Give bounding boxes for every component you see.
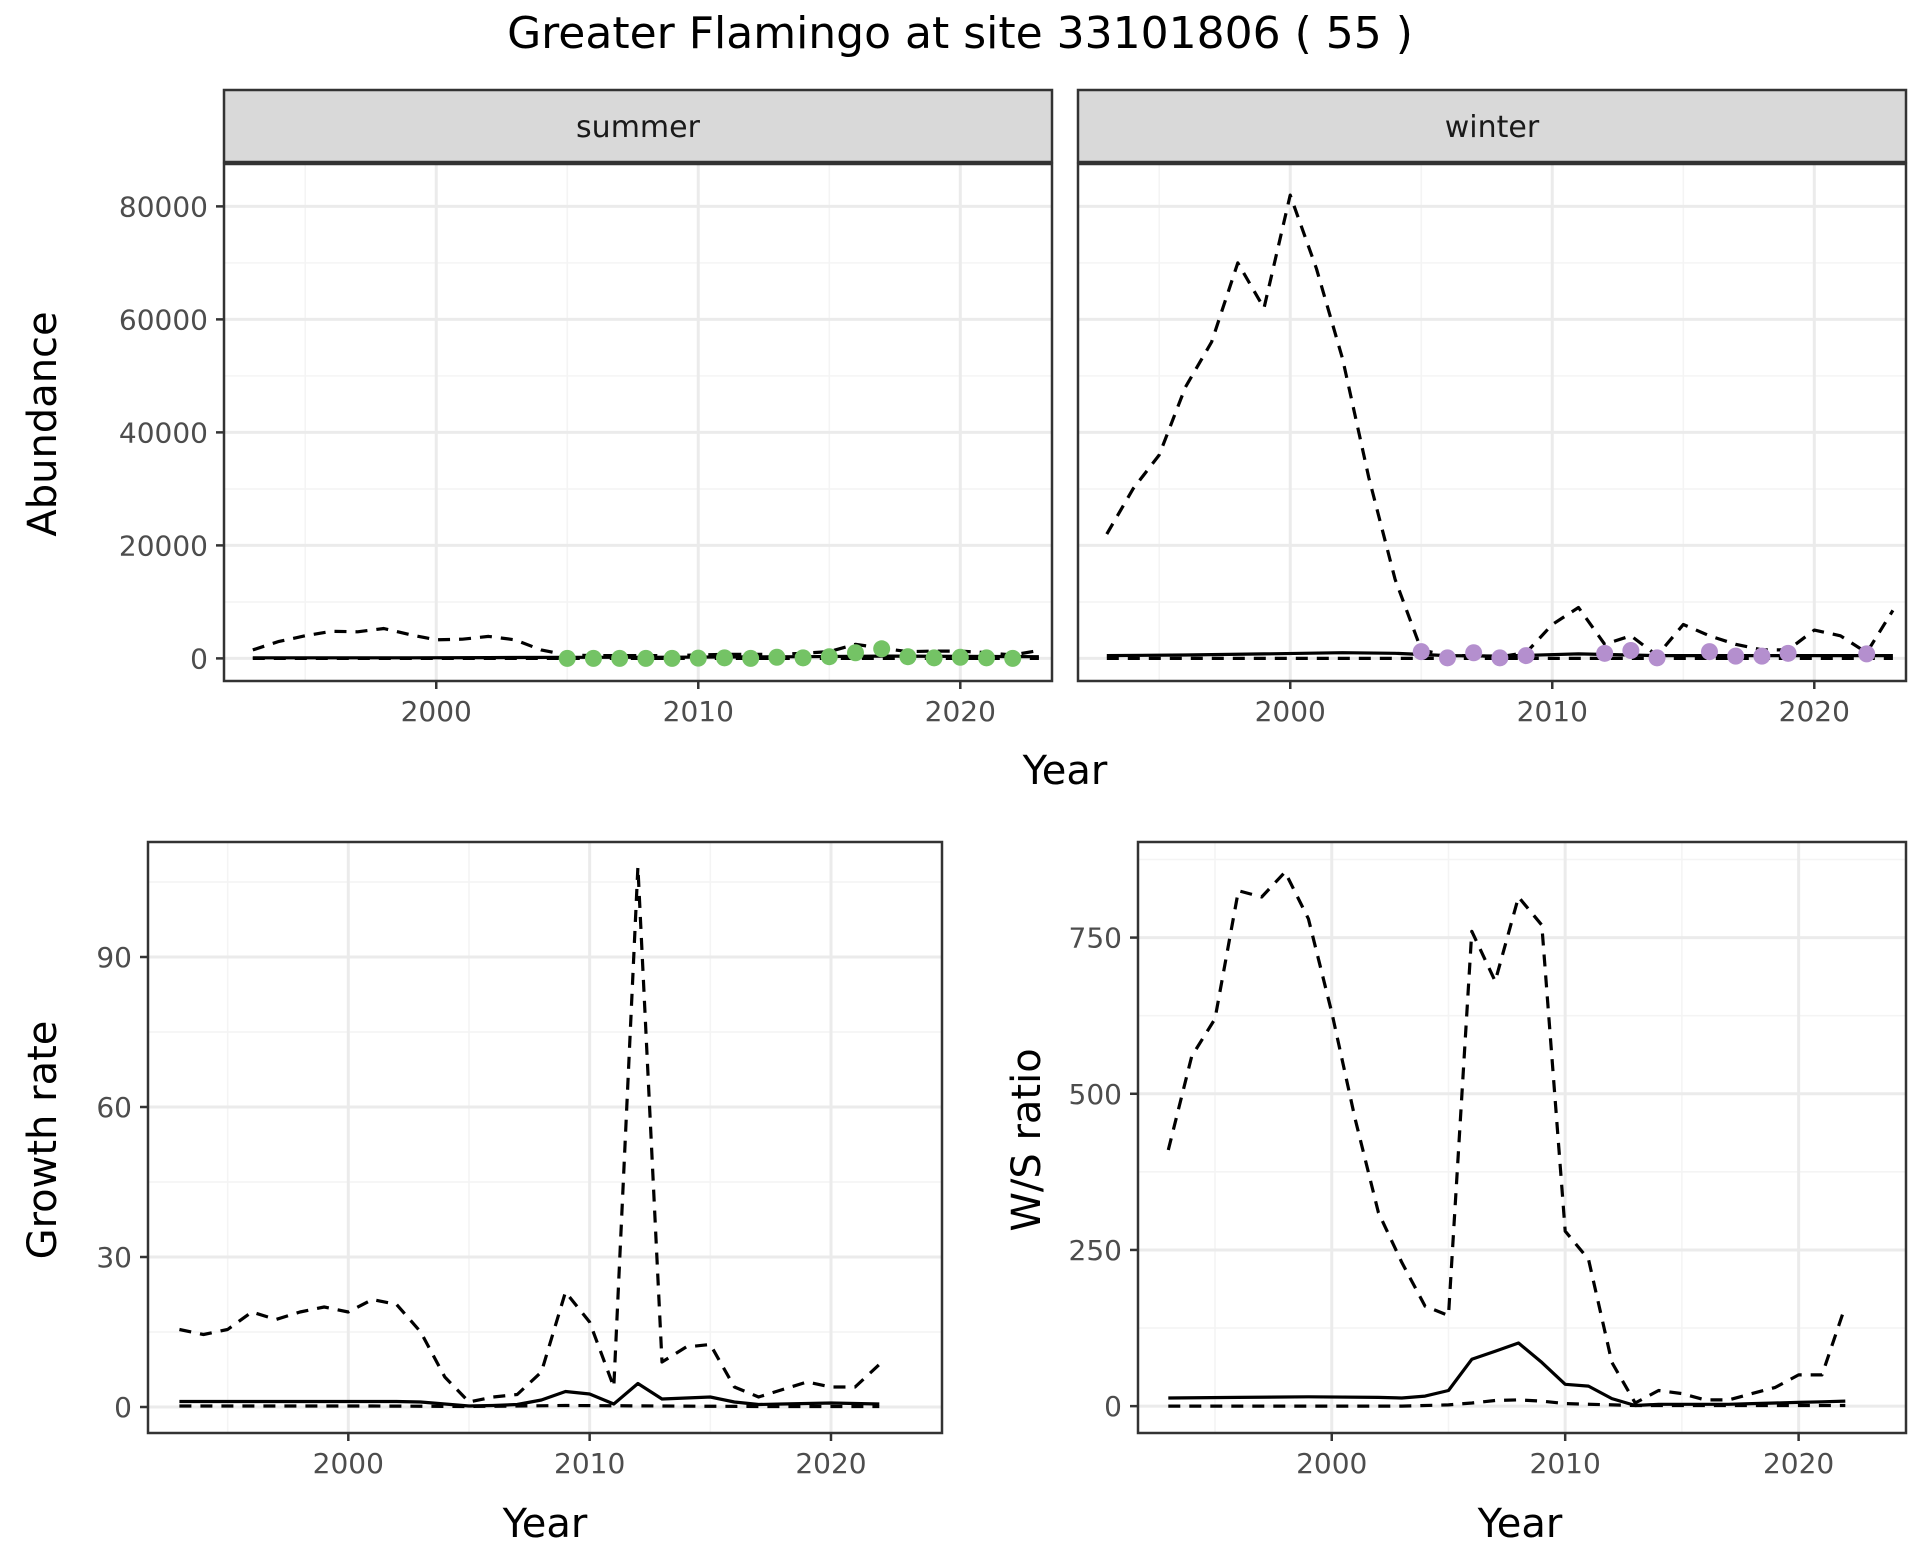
abundance-winter-observed-point <box>1412 643 1430 661</box>
growth-lower-line <box>179 1403 880 1409</box>
facet-strip-summer <box>222 88 1054 164</box>
abundance-winter-observed-point <box>1596 644 1614 662</box>
ratio-upper-line <box>1166 870 1847 1405</box>
facet-label-summer: summer <box>576 110 701 145</box>
abundance-winter-observed-point <box>1727 647 1745 665</box>
abundance-summer-observed-point <box>742 649 760 667</box>
ratio-x-tick-label: 2000 <box>1296 1447 1367 1480</box>
growth-y-tick-label: 0 <box>114 1391 132 1424</box>
abundance-winter-x-tick-label: 2000 <box>1255 695 1326 728</box>
abundance-winter-observed-point <box>1858 645 1876 663</box>
abundance-winter-observed-point <box>1491 649 1509 667</box>
abundance-summer-y-tick-label: 20000 <box>119 529 208 562</box>
abundance-summer-observed-point <box>899 648 917 666</box>
ratio-y-tick-label: 500 <box>1069 1078 1122 1111</box>
abundance-winter-observed-point <box>1779 644 1797 662</box>
abundance-summer-x-tick-label: 2000 <box>401 695 472 728</box>
abundance-winter-observed-point <box>1648 649 1666 667</box>
growth-x-tick-label: 2010 <box>554 1447 625 1480</box>
abundance-summer-observed-point <box>558 649 576 667</box>
ratio-x-tick-label: 2020 <box>1763 1447 1834 1480</box>
abundance-summer-y-tick-label: 60000 <box>119 303 208 336</box>
ratio-x-tick-label: 2010 <box>1530 1447 1601 1480</box>
abundance-summer-x-tick-label: 2020 <box>925 695 996 728</box>
abundance-summer-observed-point <box>689 649 707 667</box>
abundance-summer-y-tick-label: 80000 <box>119 190 208 223</box>
abundance-winter-observed-point <box>1753 647 1771 665</box>
abundance-summer-y-tick-label: 0 <box>190 642 208 675</box>
growth-y-tick-label: 30 <box>96 1241 132 1274</box>
abundance-winter-observed-point <box>1438 649 1456 667</box>
growth-y-tick-label: 60 <box>96 1091 132 1124</box>
abundance-summer-observed-point <box>873 640 891 658</box>
abundance-summer-x-tick-label: 2010 <box>663 695 734 728</box>
abundance-x-axis-title: Year <box>1022 748 1108 794</box>
abundance-summer-panel-border <box>222 162 1054 683</box>
abundance-winter-observed-point <box>1517 647 1535 665</box>
plot-area-abundance-summer: 2000 2010 2020 0 20000 40000 60000 80000 <box>119 162 1054 728</box>
abundance-summer-observed-point <box>794 649 812 667</box>
growth-x-tick-label: 2020 <box>795 1447 866 1480</box>
abundance-summer-panel: summer 2000 2010 2020 0 20000 40000 60000 80000 <box>119 88 1054 728</box>
abundance-winter-panel: winter 2000 2010 2020 <box>1076 88 1908 728</box>
abundance-summer-observed-point <box>1004 649 1022 667</box>
ratio-x-axis-title: Year <box>1477 1501 1563 1547</box>
abundance-winter-panel-border <box>1076 162 1908 683</box>
growth-y-axis-title: Growth rate <box>20 1021 66 1260</box>
abundance-summer-observed-point <box>977 649 995 667</box>
ratio-panel-border <box>1136 840 1908 1435</box>
growth-y-tick-label: 90 <box>96 941 132 974</box>
abundance-y-axis-title: Abundance <box>20 311 66 536</box>
ratio-y-tick-label: 750 <box>1069 922 1122 955</box>
growth-panel-border <box>146 840 944 1435</box>
abundance-winter-observed-point <box>1700 643 1718 661</box>
abundance-summer-observed-point <box>663 649 681 667</box>
growth-x-tick-label: 2000 <box>313 1447 384 1480</box>
ratio-lower-line <box>1168 1398 1846 1408</box>
abundance-summer-observed-point <box>715 649 733 667</box>
abundance-summer-observed-point <box>637 649 655 667</box>
growth-upper-line <box>179 865 881 1404</box>
abundance-summer-observed-point <box>584 649 602 667</box>
figure-title: Greater Flamingo at site 33101806 ( 55 ) <box>507 8 1413 59</box>
ratio-y-tick-label: 0 <box>1104 1390 1122 1423</box>
abundance-summer-observed-point <box>951 648 969 666</box>
ratio-y-axis-title: W/S ratio <box>1004 1048 1050 1231</box>
plot-area-abundance-winter: 2000 2010 2020 <box>1076 162 1908 728</box>
abundance-summer-observed-point <box>611 649 629 667</box>
abundance-winter-x-tick-label: 2010 <box>1517 695 1588 728</box>
plot-area-growth-rate: 2000 2010 2020 0 30 60 90 <box>96 840 944 1480</box>
abundance-summer-observed-point <box>768 648 786 666</box>
abundance-winter-upper-line <box>1105 193 1895 659</box>
abundance-summer-observed-point <box>820 648 838 666</box>
abundance-summer-y-tick-label: 40000 <box>119 416 208 449</box>
growth-estimate-line <box>179 1381 880 1408</box>
plot-area-ws-ratio: 2000 2010 2020 0 250 500 750 <box>1069 840 1908 1480</box>
facet-label-winter: winter <box>1445 110 1540 145</box>
abundance-summer-observed-point <box>925 649 943 667</box>
abundance-winter-x-tick-label: 2020 <box>1779 695 1850 728</box>
abundance-winter-observed-point <box>1465 644 1483 662</box>
ratio-estimate-line <box>1168 1341 1846 1408</box>
abundance-summer-observed-point <box>846 644 864 662</box>
facet-strip-winter <box>1076 88 1908 164</box>
ratio-y-tick-label: 250 <box>1069 1234 1122 1267</box>
abundance-winter-observed-point <box>1622 641 1640 659</box>
growth-x-axis-title: Year <box>502 1501 588 1547</box>
